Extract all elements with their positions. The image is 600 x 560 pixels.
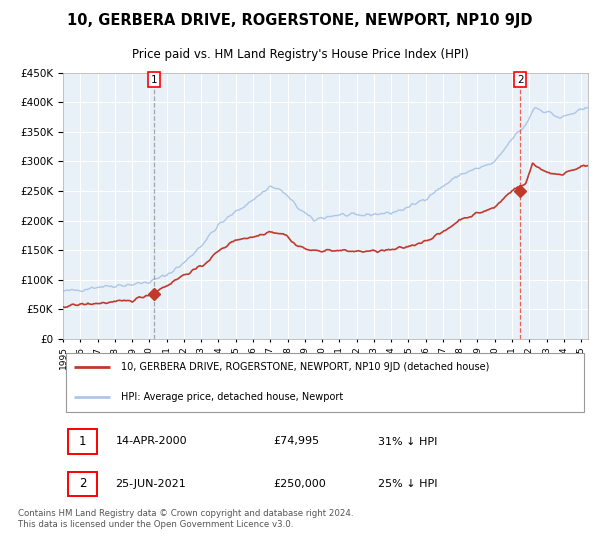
Text: 25-JUN-2021: 25-JUN-2021	[115, 479, 186, 489]
Text: Contains HM Land Registry data © Crown copyright and database right 2024.
This d: Contains HM Land Registry data © Crown c…	[18, 510, 353, 529]
Text: 25% ↓ HPI: 25% ↓ HPI	[378, 479, 437, 489]
FancyBboxPatch shape	[65, 353, 584, 412]
Text: 2: 2	[79, 477, 86, 490]
Text: 31% ↓ HPI: 31% ↓ HPI	[378, 436, 437, 446]
Text: Price paid vs. HM Land Registry's House Price Index (HPI): Price paid vs. HM Land Registry's House …	[131, 48, 469, 62]
FancyBboxPatch shape	[68, 472, 97, 496]
Text: 14-APR-2000: 14-APR-2000	[115, 436, 187, 446]
Text: £74,995: £74,995	[273, 436, 319, 446]
Text: £250,000: £250,000	[273, 479, 326, 489]
Text: 10, GERBERA DRIVE, ROGERSTONE, NEWPORT, NP10 9JD (detached house): 10, GERBERA DRIVE, ROGERSTONE, NEWPORT, …	[121, 362, 489, 372]
Text: 1: 1	[79, 435, 86, 448]
Text: 2: 2	[517, 75, 524, 85]
Text: HPI: Average price, detached house, Newport: HPI: Average price, detached house, Newp…	[121, 392, 343, 402]
Text: 10, GERBERA DRIVE, ROGERSTONE, NEWPORT, NP10 9JD: 10, GERBERA DRIVE, ROGERSTONE, NEWPORT, …	[67, 13, 533, 29]
FancyBboxPatch shape	[68, 430, 97, 454]
Text: 1: 1	[151, 75, 158, 85]
